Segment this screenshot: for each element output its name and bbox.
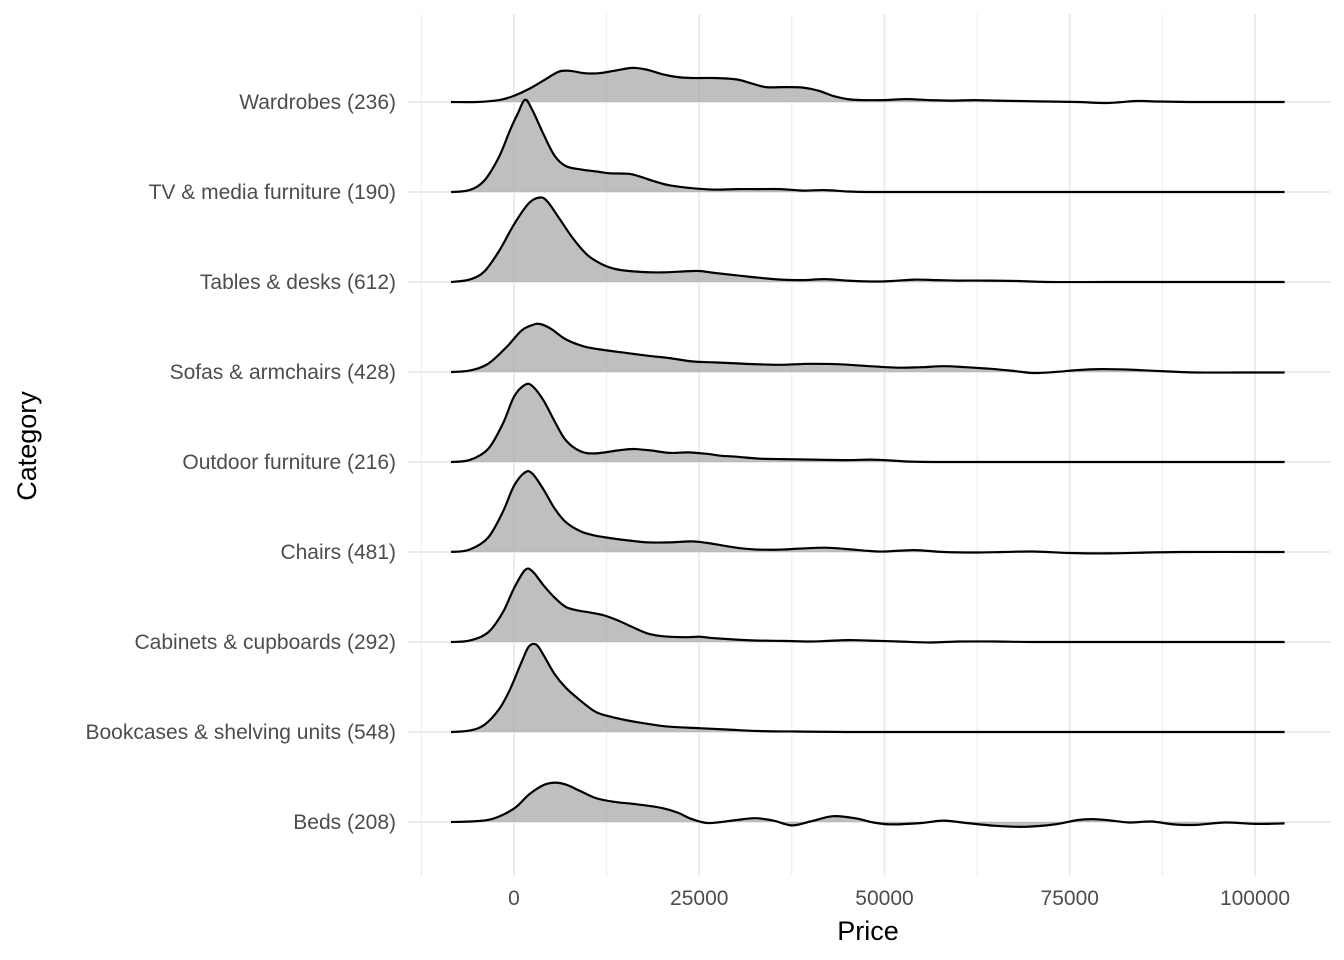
ridge-area (451, 67, 1285, 104)
y-axis-title: Category (12, 391, 42, 501)
x-tick-label: 100000 (1220, 887, 1290, 910)
ridge-area (451, 568, 1285, 643)
ridge-area (451, 782, 1285, 827)
x-tick-label: 50000 (855, 887, 913, 910)
ridge-line (450, 196, 1285, 284)
x-tick-label: 75000 (1041, 887, 1099, 910)
x-tick-labels: 0 25000 50000 75000 100000 (508, 887, 1290, 910)
y-tick-label: Bookcases & shelving units (548) (86, 721, 397, 744)
x-axis-title: Price (837, 916, 899, 946)
ridge-line (450, 567, 1285, 644)
ridges-layer (450, 66, 1285, 828)
y-tick-label: Sofas & armchairs (428) (170, 361, 396, 384)
x-tick-label: 0 (508, 887, 520, 910)
ridge-area (451, 323, 1285, 374)
y-tick-label: Cabinets & cupboards (292) (135, 631, 397, 654)
ridge-line (450, 781, 1285, 828)
y-tick-labels: Wardrobes (236) TV & media furniture (190… (86, 91, 397, 834)
y-tick-label: Wardrobes (236) (239, 91, 396, 114)
ridge-area (451, 643, 1285, 733)
ridge-line (450, 642, 1285, 734)
y-tick-label: Chairs (481) (280, 541, 396, 564)
ridge-line (450, 66, 1285, 105)
y-tick-label: Outdoor furniture (216) (182, 451, 396, 474)
x-tick-label: 25000 (670, 887, 728, 910)
ridge-area (451, 197, 1285, 283)
ridge-area (451, 383, 1285, 463)
y-tick-label: Beds (208) (293, 811, 396, 834)
ridge-area (451, 99, 1285, 193)
ridge-line (450, 322, 1285, 375)
ridge-line (450, 382, 1285, 464)
ridge-line (450, 98, 1285, 194)
y-tick-label: TV & media furniture (190) (149, 181, 396, 204)
y-tick-label: Tables & desks (612) (200, 271, 396, 294)
ridge-area (451, 471, 1285, 554)
ridge-line (450, 470, 1285, 555)
